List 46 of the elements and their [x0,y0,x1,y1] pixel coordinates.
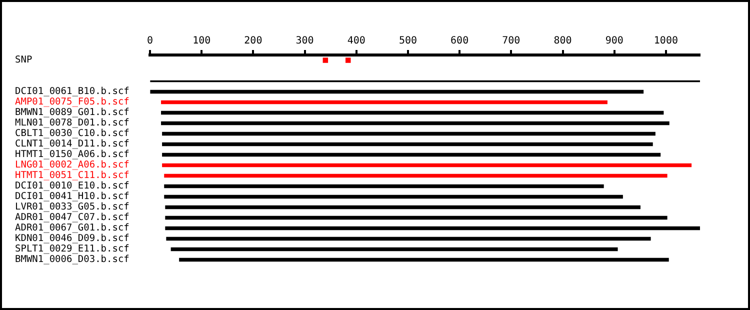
x-tick-label: 400 [347,36,366,47]
y-tick-label: DCI01_0010_E10.b.scf [15,180,130,192]
bar [166,236,651,241]
bar [162,163,692,168]
y-tick-label: ADR01_0067_G01.b.scf [15,222,130,234]
bar [161,100,608,104]
y-tick-label: CBLT1_0030_C10.b.scf [15,128,130,140]
x-tick-label: 100 [192,36,211,47]
bar [161,121,670,126]
y-tick-label: SNP [15,54,32,66]
bar [162,132,656,136]
y-tick-label: ADR01_0047_C07.b.scf [15,212,130,224]
x-tick-label: 600 [450,36,469,47]
y-tick-label: SPLT1_0029_E11.b.scf [15,244,130,255]
y-tick-label: AMP01_0075_F05.b.scf [15,96,130,108]
y-tick-label: BMWN1_0006_D03.b.scf [15,254,130,266]
y-tick-label: MLN01_0078_D01.b.scf [15,118,130,129]
x-tick-label: 500 [398,36,418,47]
y-tick-label: HTMT1_0150_A06.b.scf [15,149,130,160]
bar [164,184,604,188]
bar [165,205,640,210]
x-tick-label: 700 [502,36,520,47]
bar [161,110,664,115]
bar [162,152,661,157]
x-tick-label: 900 [605,36,624,47]
bar [164,194,623,199]
x-tick-label: 800 [554,36,572,47]
x-tick-label: 0 [146,36,154,47]
bar [165,216,668,220]
y-tick-label: LNG01_0002_A06.b.scf [15,160,130,171]
bar [165,226,700,230]
y-tick-label: HTMT1_0051_C11.b.scf [15,170,130,182]
x-tick-label: 300 [296,36,314,47]
x-tick-label: 1000 [654,36,678,47]
bar [164,174,668,178]
y-tick-label: BMWN1_0089_G01.b.scf [15,107,130,118]
y-tick-label: KDN01_0046_D09.b.scf [15,233,130,244]
x-tick-label: 200 [244,36,262,47]
y-tick-label: DCI01_0041_H10.b.scf [15,191,130,202]
y-tick-label: LVR01_0033_G05.b.scf [15,202,130,213]
y-tick-label: CLNT1_0014_D11.b.scf [15,138,130,150]
bar [170,247,618,252]
bar [162,142,653,146]
bar [150,90,644,94]
y-tick-label: DCI01_0061_B10.b.scf [15,86,130,98]
bar [179,258,669,262]
